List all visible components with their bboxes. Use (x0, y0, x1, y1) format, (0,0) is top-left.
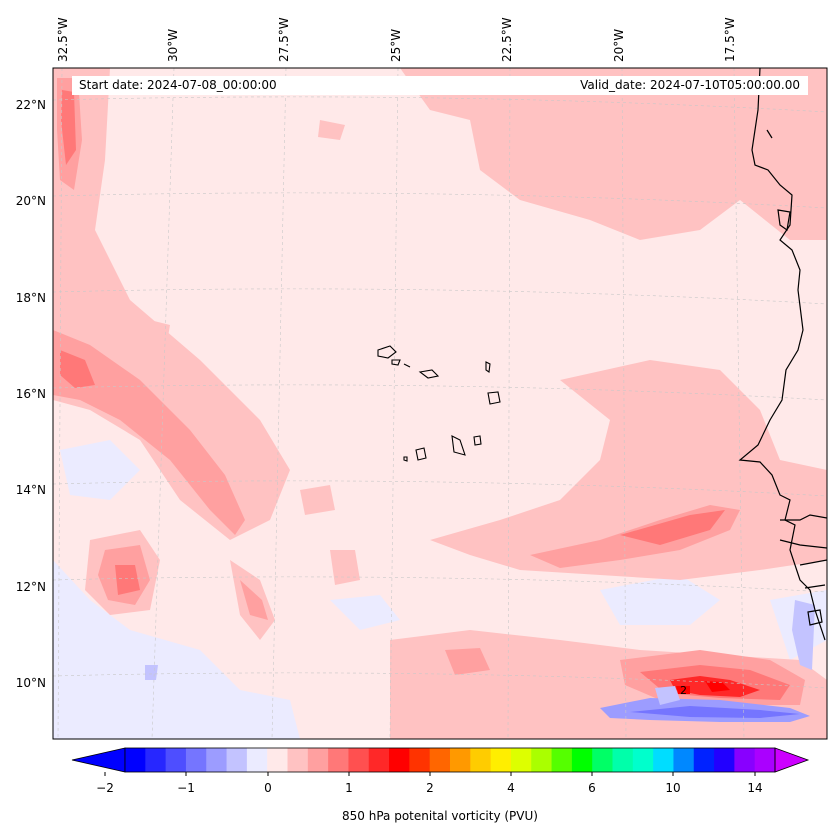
colorbar-tick-10: 10 (665, 781, 681, 795)
valid-date-label: Valid_date: 2024-07-10T05:00:00.00 (580, 78, 800, 92)
lat-label-22N: 22°N (15, 98, 46, 112)
lon-label-20W: 20°W (612, 28, 626, 62)
contour-label: 2 (680, 684, 687, 697)
colorbar-title: 850 hPa potenital vorticity (PVU) (342, 809, 538, 823)
colorbar-segment (226, 748, 248, 772)
colorbar-segment (673, 748, 695, 772)
colorbar-segment (368, 748, 390, 772)
lat-label-16N: 16°N (15, 387, 46, 401)
colorbar-tick-m1: −1 (177, 781, 195, 795)
lon-label-17.5W: 17.5°W (723, 17, 737, 62)
colorbar-segment (328, 748, 349, 772)
lat-label-14N: 14°N (15, 483, 46, 497)
colorbar-segment (348, 748, 370, 772)
colorbar-segment (267, 748, 288, 772)
lat-label-18N: 18°N (15, 291, 46, 305)
colorbar-segment (632, 748, 654, 772)
coastline (738, 68, 827, 641)
colorbar-segment (165, 748, 187, 772)
colorbar-segment (450, 748, 471, 772)
gridlines (53, 68, 827, 739)
colorbar-segment (145, 748, 167, 772)
lon-label-30W: 30°W (166, 28, 180, 62)
colorbar-tick-1: 1 (345, 781, 353, 795)
colorbar-segment (409, 748, 431, 772)
colorbar-segment (754, 748, 776, 772)
lon-label-27.5W: 27.5°W (277, 17, 291, 62)
colorbar-segment (531, 748, 553, 772)
lat-label-10N: 10°N (15, 676, 46, 690)
colorbar-segment (125, 748, 146, 772)
colorbar-segment (389, 748, 410, 772)
colorbar-segment (510, 748, 532, 772)
pv-contour-level-1 (53, 68, 827, 739)
colorbar-extend-under (71, 747, 126, 773)
colorbar-segment (185, 748, 207, 772)
map-frame (52, 67, 828, 740)
colorbar-segment (287, 748, 309, 772)
lon-label-25W: 25°W (389, 28, 403, 62)
colorbar-segment (571, 748, 593, 772)
lon-label-32.5W: 32.5°W (56, 17, 70, 62)
colorbar-segment (592, 748, 613, 772)
colorbar-tick-m2: −2 (96, 781, 114, 795)
colorbar-tick-4: 4 (507, 781, 515, 795)
colorbar-segment (734, 748, 756, 772)
colorbar-tick-2: 2 (426, 781, 434, 795)
colorbar-segment (429, 748, 451, 772)
lon-label-22.5W: 22.5°W (500, 17, 514, 62)
colorbar-segment (307, 748, 329, 772)
colorbar-segment (612, 748, 634, 772)
colorbar (71, 747, 810, 776)
colorbar-segment (551, 748, 573, 772)
lat-label-12N: 12°N (15, 580, 46, 594)
colorbar-extend-over (774, 747, 810, 773)
colorbar-tick-6: 6 (588, 781, 596, 795)
cape-verde-islands (377, 345, 501, 462)
pv-contour-level-5 (676, 681, 730, 694)
colorbar-tick-14: 14 (747, 781, 763, 795)
colorbar-segment (693, 748, 715, 772)
info-bar: Start date: 2024-07-08_00:00:00 Valid_da… (72, 76, 808, 95)
lat-label-20N: 20°N (15, 194, 46, 208)
colorbar-segment (206, 748, 228, 772)
colorbar-frame (124, 747, 776, 773)
colorbar-segment (714, 748, 735, 772)
colorbar-segment (490, 748, 512, 772)
colorbar-segment (653, 748, 674, 772)
start-date-label: Start date: 2024-07-08_00:00:00 (79, 78, 277, 92)
colorbar-segment (470, 748, 492, 772)
colorbar-tick-0: 0 (264, 781, 272, 795)
negative-pv-band (145, 600, 815, 722)
colorbar-segment (246, 748, 268, 772)
